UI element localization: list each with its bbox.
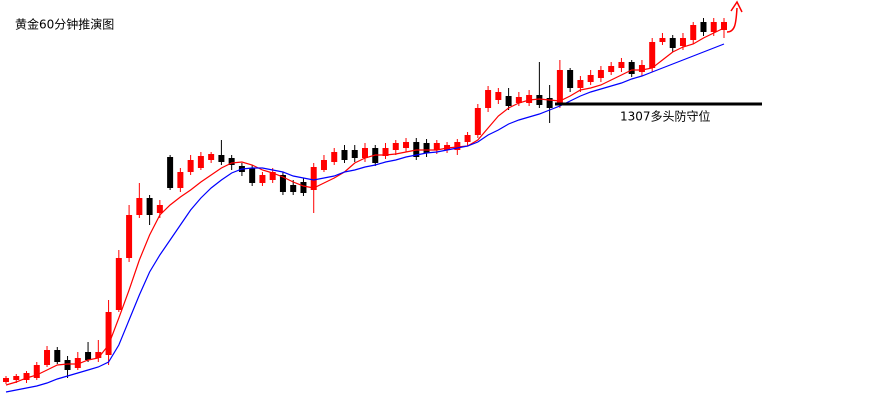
candle-body bbox=[310, 167, 317, 190]
candle-body bbox=[95, 352, 102, 358]
candle-body bbox=[669, 38, 676, 48]
candle-body bbox=[423, 143, 430, 153]
candle-body bbox=[659, 38, 666, 42]
support-label: 1307多头防守位 bbox=[620, 109, 711, 124]
candle-body bbox=[177, 172, 184, 188]
candle-body bbox=[618, 62, 625, 68]
candle-body bbox=[341, 150, 348, 160]
candle-body bbox=[628, 62, 635, 74]
candle-body bbox=[485, 90, 492, 108]
candle-body bbox=[187, 160, 194, 172]
candle-body bbox=[392, 143, 399, 150]
candle-body bbox=[331, 152, 338, 162]
candle-body bbox=[105, 312, 112, 355]
candle-body bbox=[433, 143, 440, 150]
candle-body bbox=[351, 150, 358, 158]
candle-body bbox=[721, 22, 727, 30]
candle-body bbox=[146, 198, 153, 215]
candle-body bbox=[3, 378, 9, 382]
candle-body bbox=[167, 157, 174, 188]
candle-body bbox=[228, 158, 235, 165]
candle-body bbox=[577, 80, 584, 88]
candle-body bbox=[290, 185, 297, 192]
candle-body bbox=[64, 360, 71, 370]
candle-body bbox=[556, 70, 563, 105]
moving-average-line bbox=[5, 27, 725, 386]
candle-body bbox=[710, 22, 717, 32]
moving-average-line bbox=[5, 43, 725, 393]
candle-body bbox=[464, 135, 471, 142]
candle-body bbox=[608, 66, 615, 72]
candle-body bbox=[44, 350, 51, 365]
candle-body bbox=[126, 215, 133, 258]
candle-body bbox=[454, 142, 461, 150]
chart-title: 黄金60分钟推演图 bbox=[15, 17, 114, 32]
candle-body bbox=[259, 175, 266, 183]
candle-body bbox=[23, 373, 30, 380]
candle-body bbox=[587, 75, 594, 82]
candle-body bbox=[156, 205, 163, 213]
candle-body bbox=[218, 155, 225, 162]
candle-body bbox=[597, 70, 604, 78]
candle-body bbox=[74, 358, 81, 368]
candle-body bbox=[85, 352, 92, 360]
candle-body bbox=[269, 172, 276, 180]
candle-body bbox=[279, 175, 286, 192]
candle-body bbox=[115, 258, 122, 310]
candle-body bbox=[136, 198, 143, 215]
candle-body bbox=[536, 95, 543, 105]
candle-body bbox=[300, 182, 307, 193]
candle-body bbox=[33, 365, 40, 378]
candle-body bbox=[649, 42, 656, 68]
candle-body bbox=[54, 350, 61, 362]
candle-body bbox=[679, 38, 686, 46]
trend-arrow bbox=[726, 7, 738, 33]
candle-body bbox=[495, 92, 502, 100]
candle-body bbox=[362, 148, 368, 158]
candle-body bbox=[515, 97, 522, 103]
candle-body bbox=[546, 98, 553, 108]
candle-body bbox=[700, 22, 707, 32]
candle-body bbox=[567, 70, 574, 88]
candle-body bbox=[249, 168, 256, 183]
candle-body bbox=[505, 96, 512, 106]
candle-body bbox=[474, 108, 481, 135]
candle-body bbox=[320, 160, 327, 170]
candle-body bbox=[13, 376, 20, 380]
candle-body bbox=[208, 154, 215, 160]
candle-body bbox=[403, 142, 410, 148]
trend-arrow-head bbox=[730, 0, 743, 13]
candle-body bbox=[197, 156, 204, 168]
candle-body bbox=[382, 148, 389, 156]
candle-body bbox=[690, 25, 697, 40]
candle-body bbox=[526, 95, 533, 103]
candle-body bbox=[638, 65, 645, 72]
